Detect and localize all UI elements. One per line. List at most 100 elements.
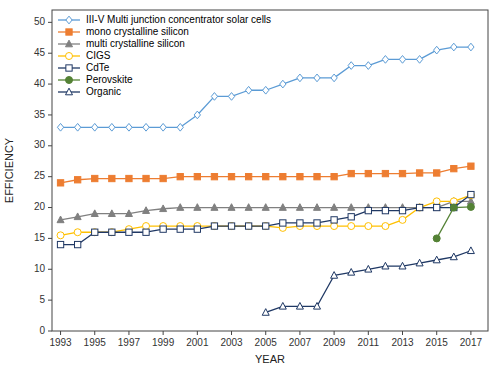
point-marker — [262, 223, 269, 230]
point-marker — [382, 262, 389, 269]
y-tick-label: 0 — [39, 325, 45, 336]
point-marker — [382, 223, 389, 230]
legend-label: Organic — [86, 86, 121, 97]
point-marker — [143, 223, 150, 230]
axes: 1993199519971999200120032005200720092011… — [34, 16, 483, 348]
chart: 1993199519971999200120032005200720092011… — [0, 0, 500, 371]
point-marker — [143, 175, 149, 181]
x-tick — [299, 331, 300, 335]
point-marker — [280, 174, 286, 180]
series-line — [437, 207, 471, 238]
point-marker — [57, 232, 64, 239]
point-marker — [194, 174, 200, 180]
point-marker — [331, 217, 337, 223]
y-tick-label: 25 — [34, 170, 46, 181]
point-marker — [467, 247, 474, 254]
point-marker — [382, 207, 388, 213]
point-marker — [314, 302, 321, 309]
y-tick-label: 50 — [34, 16, 46, 27]
legend-item: CdTe — [58, 62, 110, 73]
point-marker — [177, 204, 184, 211]
point-marker — [348, 62, 354, 70]
y-tick — [48, 269, 52, 270]
point-marker — [143, 123, 149, 131]
plot-data — [57, 43, 474, 315]
y-tick-label: 15 — [34, 232, 46, 243]
x-tick-label: 2011 — [358, 337, 380, 348]
y-tick-label: 5 — [39, 294, 45, 305]
point-marker — [91, 210, 98, 217]
legend-item: multi crystalline silicon — [58, 38, 185, 49]
series-line — [61, 47, 471, 127]
point-marker — [297, 74, 303, 82]
y-tick — [48, 238, 52, 239]
point-marker — [57, 180, 63, 186]
x-tick-label: 2009 — [323, 337, 346, 348]
point-marker — [450, 253, 457, 260]
legend-label: III-V Multi junction concentrator solar … — [86, 14, 271, 25]
series — [262, 247, 474, 315]
point-marker — [399, 170, 405, 176]
point-marker — [92, 123, 98, 131]
point-marker — [399, 56, 405, 64]
point-marker — [451, 165, 457, 171]
point-marker — [245, 204, 252, 211]
x-tick — [60, 331, 61, 335]
point-marker — [92, 175, 98, 181]
point-marker — [331, 174, 337, 180]
point-marker — [211, 93, 217, 101]
point-marker — [348, 170, 354, 176]
series-line — [61, 195, 471, 245]
point-marker — [143, 207, 150, 214]
point-marker — [126, 229, 132, 235]
point-marker — [297, 174, 303, 180]
legend-label: CdTe — [86, 62, 110, 73]
x-tick-label: 2003 — [220, 337, 243, 348]
x-tick — [265, 331, 266, 335]
x-tick — [402, 331, 403, 335]
point-marker — [365, 170, 371, 176]
point-marker — [468, 43, 474, 51]
y-axis-label: EFFICIENCY — [3, 137, 15, 203]
point-marker — [450, 198, 457, 205]
series-line — [61, 201, 471, 220]
y-tick-label: 20 — [34, 201, 46, 212]
point-marker — [467, 203, 474, 210]
legend-swatch-marker — [66, 65, 72, 71]
point-marker — [194, 226, 200, 232]
x-tick — [128, 331, 129, 335]
series-line — [61, 166, 471, 183]
point-marker — [434, 170, 440, 176]
legend-item: mono crystalline silicon — [58, 26, 189, 37]
y-tick — [48, 176, 52, 177]
point-marker — [228, 223, 234, 229]
point-marker — [228, 93, 234, 101]
point-marker — [109, 123, 115, 131]
point-marker — [365, 265, 372, 272]
point-marker — [160, 226, 166, 232]
point-marker — [416, 56, 422, 64]
point-marker — [74, 241, 80, 247]
point-marker — [296, 204, 303, 211]
point-marker — [433, 235, 440, 242]
point-marker — [399, 216, 406, 223]
legend-swatch-marker — [66, 29, 72, 35]
point-marker — [57, 241, 63, 247]
legend-swatch-marker — [66, 88, 73, 95]
point-marker — [91, 229, 98, 236]
point-marker — [177, 123, 183, 131]
point-marker — [211, 223, 217, 229]
point-marker — [160, 205, 167, 212]
point-marker — [125, 210, 132, 217]
point-marker — [228, 174, 234, 180]
point-marker — [194, 111, 200, 119]
point-marker — [263, 223, 269, 229]
point-marker — [433, 204, 440, 211]
point-marker — [331, 204, 338, 211]
point-marker — [297, 220, 303, 226]
point-marker — [416, 259, 423, 266]
point-marker — [194, 204, 201, 211]
legend-label: Perovskite — [86, 74, 133, 85]
y-tick — [48, 300, 52, 301]
legend-swatch-marker — [66, 53, 73, 60]
